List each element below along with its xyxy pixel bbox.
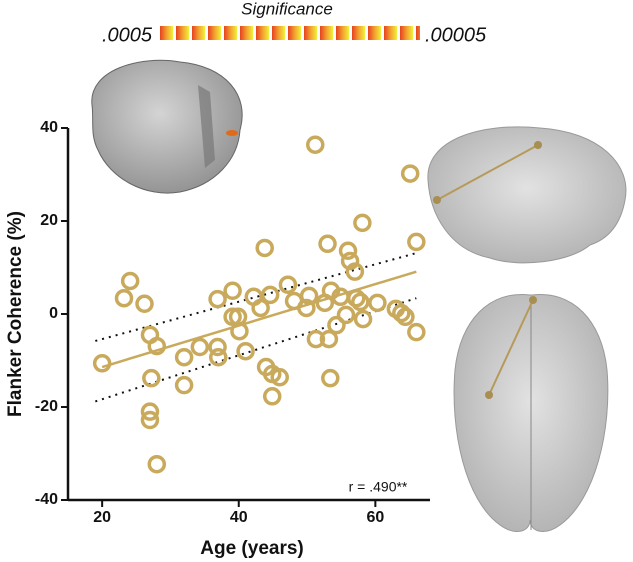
x-tick-label: 40	[230, 509, 248, 526]
data-point	[336, 305, 356, 325]
colorbar-min-label: .0005	[102, 24, 153, 46]
data-point	[142, 368, 161, 388]
data-point	[306, 329, 326, 349]
data-point	[251, 298, 270, 318]
data-point	[260, 285, 280, 305]
data-point	[209, 347, 228, 367]
brain-lateral	[91, 59, 243, 194]
y-tick-label: -20	[35, 398, 58, 415]
annotation: r = .490**	[349, 479, 408, 495]
data-point	[223, 281, 242, 300]
data-point	[407, 322, 426, 342]
data-point	[321, 368, 340, 388]
colorbar	[158, 26, 420, 44]
data-point	[297, 298, 316, 318]
brain-top-view	[453, 293, 609, 532]
data-point	[174, 347, 194, 367]
data-point	[140, 410, 160, 430]
data-point	[392, 303, 411, 323]
x-tick-label: 60	[366, 509, 384, 526]
data-point	[140, 402, 160, 421]
data-point	[338, 241, 358, 261]
data-point	[368, 293, 387, 313]
data-point	[278, 275, 298, 294]
data-point	[147, 336, 167, 356]
data-point	[340, 251, 360, 271]
data-point	[351, 292, 370, 312]
data-point	[120, 271, 140, 291]
data-point	[270, 367, 289, 387]
data-point	[353, 213, 372, 233]
x-axis-label: Age (years)	[200, 538, 304, 559]
data-point	[400, 164, 420, 183]
data-point	[407, 232, 426, 252]
brain-lateral-right	[427, 126, 627, 264]
colorbar-title: Significance	[241, 0, 333, 18]
data-point	[345, 262, 365, 281]
data-point	[262, 387, 282, 406]
data-point	[92, 354, 112, 373]
data-point	[147, 454, 167, 474]
regression-line	[101, 270, 417, 369]
y-tick-label: 0	[49, 305, 58, 322]
data-point	[353, 309, 373, 329]
data-point	[319, 329, 339, 349]
data-point	[346, 288, 366, 308]
data-point	[208, 289, 227, 309]
data-point	[223, 307, 242, 327]
data-point	[135, 294, 154, 314]
y-axis-label: Flanker Coherence (%)	[5, 211, 26, 417]
y-tick-label: 40	[40, 119, 58, 136]
colorbar-max-label: .00005	[425, 24, 487, 46]
data-point	[327, 315, 346, 335]
data-point	[299, 286, 319, 306]
data-point	[190, 337, 210, 357]
data-point	[114, 288, 134, 308]
y-tick-label: 20	[40, 212, 58, 229]
data-point	[318, 234, 337, 254]
data-point	[236, 341, 255, 361]
data-point	[255, 238, 274, 258]
data-point	[396, 307, 415, 327]
data-point	[306, 135, 325, 154]
y-tick-label: -40	[35, 491, 58, 508]
data-point	[208, 337, 227, 357]
data-point	[230, 321, 249, 341]
data-point	[174, 375, 194, 395]
x-tick-label: 20	[93, 509, 111, 526]
